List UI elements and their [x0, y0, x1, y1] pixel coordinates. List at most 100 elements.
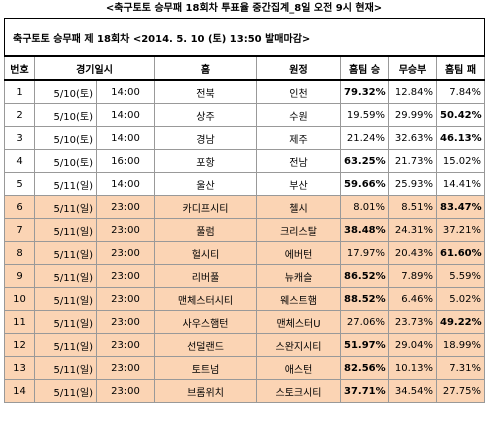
- caption: 축구토토 승무패 제 18회차 <2014. 5. 10 (토) 13:50 발…: [3, 18, 486, 57]
- table-cell: 5/11(일): [34, 333, 97, 357]
- table-cell: 23:00: [96, 333, 155, 357]
- table-cell: 리버풀: [154, 264, 257, 288]
- table-row: 11 5/11(일) 23:00 사우스햄턴 맨체스터U 27.06% 23.73% 49.2…: [4, 310, 486, 334]
- table-cell: 38.48%: [340, 218, 389, 242]
- table-cell: 뉴캐슬: [256, 264, 341, 288]
- table-cell: 카디프시티: [154, 195, 257, 219]
- table-cell: 첼시: [256, 195, 341, 219]
- header-cell: 원정: [256, 55, 341, 81]
- header-cell: 무승부: [388, 55, 437, 81]
- table-cell: 79.32%: [340, 79, 389, 104]
- table-cell: 선덜랜드: [154, 333, 257, 357]
- table-cell: 17.97%: [340, 241, 389, 265]
- table-cell: 5/11(일): [34, 172, 97, 196]
- table-cell: 7.89%: [388, 264, 437, 288]
- table-cell: 23:00: [96, 379, 155, 403]
- table-row: 10 5/11(일) 23:00 맨체스터시티 웨스트햄 88.52% 6.46% 5.02%: [4, 287, 486, 311]
- table-cell: 21.73%: [388, 149, 437, 173]
- table-cell: 인천: [256, 79, 341, 104]
- table-cell: 20.43%: [388, 241, 437, 265]
- table-cell: 8: [4, 241, 35, 265]
- table-cell: 5/11(일): [34, 356, 97, 380]
- table-cell: 37.21%: [435, 218, 486, 242]
- table-cell: 14.41%: [435, 172, 486, 196]
- table-cell: 6: [4, 195, 35, 219]
- header-cell: 홈팀 패: [435, 55, 486, 81]
- table-cell: 8.51%: [388, 195, 437, 219]
- table-cell: 27.06%: [340, 310, 389, 334]
- table-cell: 23:00: [96, 195, 155, 219]
- table-cell: 29.99%: [388, 103, 437, 127]
- table-cell: 5/11(일): [34, 218, 97, 242]
- table-cell: 맨체스터시티: [154, 287, 257, 311]
- table-row: 6 5/11(일) 23:00 카디프시티 첼시 8.01% 8.51% 83.47%: [4, 195, 486, 219]
- table-cell: 8.01%: [340, 195, 389, 219]
- table-cell: 9: [4, 264, 35, 288]
- table-cell: 5/10(토): [34, 126, 97, 150]
- header-row: 번호 경기일시 홈 원정 홈팀 승 무승부 홈팀 패: [4, 55, 486, 81]
- table-cell: 23:00: [96, 241, 155, 265]
- table-cell: 울산: [154, 172, 257, 196]
- table-cell: 웨스트햄: [256, 287, 341, 311]
- table-cell: 사우스햄턴: [154, 310, 257, 334]
- table-cell: 5.02%: [435, 287, 486, 311]
- header-cell: 홈팀 승: [340, 55, 389, 81]
- table-row: 5 5/11(일) 14:00 울산 부산 59.66% 25.93% 14.41%: [4, 172, 486, 196]
- header-cell: 경기일시: [34, 55, 155, 81]
- table-row: 9 5/11(일) 23:00 리버풀 뉴캐슬 86.52% 7.89% 5.59%: [4, 264, 486, 288]
- table-cell: 25.93%: [388, 172, 437, 196]
- table-cell: 24.31%: [388, 218, 437, 242]
- table-cell: 23:00: [96, 287, 155, 311]
- table-cell: 34.54%: [388, 379, 437, 403]
- table-cell: 15.02%: [435, 149, 486, 173]
- table-cell: 23:00: [96, 218, 155, 242]
- table-cell: 11: [4, 310, 35, 334]
- table-cell: 14:00: [96, 79, 155, 104]
- header-cell: 번호: [4, 55, 35, 81]
- table-cell: 3: [4, 126, 35, 150]
- page-title: <축구토토 승무패 18회차 투표율 중간집계_8일 오전 9시 현재>: [105, 3, 383, 14]
- table-cell: 포항: [154, 149, 257, 173]
- table-cell: 23:00: [96, 264, 155, 288]
- table-cell: 7.31%: [435, 356, 486, 380]
- table-row: 13 5/11(일) 23:00 토트넘 애스턴 82.56% 10.13% 7.31%: [4, 356, 486, 380]
- table-cell: 브롬위치: [154, 379, 257, 403]
- table-cell: 63.25%: [340, 149, 389, 173]
- table-cell: 7.84%: [435, 79, 486, 104]
- table-cell: 23:00: [96, 310, 155, 334]
- table-cell: 14:00: [96, 103, 155, 127]
- table-cell: 5/10(토): [34, 79, 97, 104]
- table-cell: 14:00: [96, 126, 155, 150]
- table-cell: 5: [4, 172, 35, 196]
- table-row: 14 5/11(일) 23:00 브롬위치 스토크시티 37.71% 34.54% 27.75…: [4, 379, 486, 403]
- table-cell: 제주: [256, 126, 341, 150]
- table-cell: 16:00: [96, 149, 155, 173]
- table-cell: 경남: [154, 126, 257, 150]
- table-cell: 82.56%: [340, 356, 389, 380]
- table-cell: 5/10(토): [34, 149, 97, 173]
- table-cell: 애스턴: [256, 356, 341, 380]
- table-row: 3 5/10(토) 14:00 경남 제주 21.24% 32.63% 46.13%: [4, 126, 486, 150]
- table-row: 7 5/11(일) 23:00 풀럼 크리스탈 38.48% 24.31% 37.21%: [4, 218, 486, 242]
- table-row: 8 5/11(일) 23:00 헐시티 에버턴 17.97% 20.43% 61.60%: [4, 241, 486, 265]
- table-cell: 23.73%: [388, 310, 437, 334]
- table-cell: 50.42%: [435, 103, 486, 127]
- table-cell: 7: [4, 218, 35, 242]
- table-cell: 46.13%: [435, 126, 486, 150]
- table-row: 12 5/11(일) 23:00 선덜랜드 스완지시티 51.97% 29.04% 18.99…: [4, 333, 486, 357]
- table-cell: 51.97%: [340, 333, 389, 357]
- table-cell: 5.59%: [435, 264, 486, 288]
- table-cell: 61.60%: [435, 241, 486, 265]
- table-cell: 12.84%: [388, 79, 437, 104]
- table-cell: 풀럼: [154, 218, 257, 242]
- table-cell: 1: [4, 79, 35, 104]
- table-cell: 부산: [256, 172, 341, 196]
- vote-table: 축구토토 승무패 제 18회차 <2014. 5. 10 (토) 13:50 발…: [3, 18, 486, 403]
- table-cell: 5/10(토): [34, 103, 97, 127]
- table-cell: 37.71%: [340, 379, 389, 403]
- table-cell: 14: [4, 379, 35, 403]
- table-cell: 29.04%: [388, 333, 437, 357]
- table-cell: 크리스탈: [256, 218, 341, 242]
- table-cell: 59.66%: [340, 172, 389, 196]
